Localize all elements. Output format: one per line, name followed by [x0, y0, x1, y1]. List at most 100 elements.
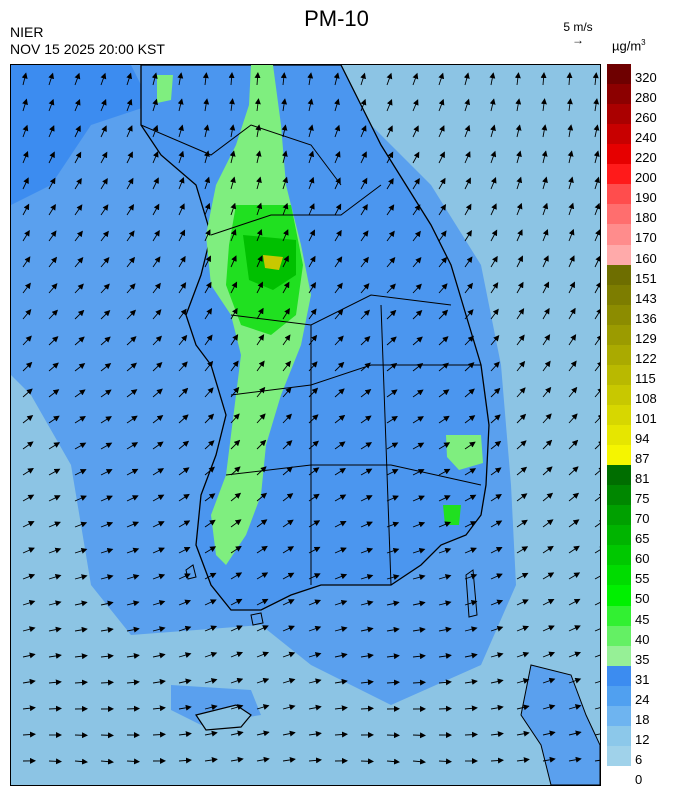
- wind-arrow: [282, 202, 289, 216]
- wind-arrow: [152, 414, 164, 424]
- wind-arrow: [308, 414, 319, 424]
- wind-arrow: [516, 572, 529, 580]
- wind-arrow: [178, 678, 192, 685]
- wind-arrow: [490, 361, 500, 372]
- wind-arrow: [256, 704, 270, 710]
- wind-arrow: [22, 309, 32, 320]
- wind-arrow: [256, 360, 265, 372]
- legend-swatch: [607, 304, 631, 326]
- wind-arrow: [594, 519, 600, 528]
- wind-arrow: [412, 72, 419, 86]
- wind-scale-label: 5 m/s: [563, 20, 593, 34]
- wind-arrow: [516, 730, 530, 737]
- wind-arrow: [516, 387, 526, 398]
- wind-arrow: [594, 733, 600, 736]
- wind-arrow: [126, 309, 136, 320]
- legend-swatch: [607, 124, 631, 145]
- wind-arrow: [386, 177, 394, 190]
- wind-arrow: [308, 704, 322, 711]
- wind-arrow: [282, 651, 296, 658]
- wind-arrow: [464, 731, 478, 738]
- legend-tick-label: 6: [635, 751, 643, 767]
- wind-arrow: [230, 255, 237, 268]
- wind-arrow: [230, 492, 242, 502]
- wind-arrow: [74, 547, 88, 554]
- wind-arrow: [438, 230, 447, 242]
- wind-arrow: [230, 439, 241, 450]
- wind-arrow: [100, 336, 111, 346]
- legend-swatch: [607, 404, 631, 426]
- wind-arrow: [204, 678, 218, 684]
- wind-arrow: [202, 72, 209, 86]
- wind-arrow: [48, 468, 61, 476]
- wind-arrow: [22, 547, 35, 554]
- wind-arrow: [281, 150, 288, 164]
- wind-arrow: [308, 203, 315, 216]
- wind-arrow: [152, 256, 161, 268]
- wind-arrow: [178, 493, 190, 502]
- wind-arrow: [568, 386, 578, 398]
- wind-arrow: [74, 309, 85, 320]
- legend-swatch: [607, 144, 631, 165]
- wind-arrow: [568, 704, 582, 710]
- legend-tick-label: 260: [635, 110, 657, 126]
- wind-arrow: [230, 704, 244, 710]
- wind-arrow: [438, 442, 451, 450]
- wind-arrow: [308, 308, 317, 320]
- wind-arrow: [412, 600, 426, 607]
- wind-arrow: [126, 177, 134, 190]
- wind-arrow: [152, 177, 159, 190]
- wind-arrow: [126, 72, 133, 86]
- wind-arrow: [490, 150, 497, 164]
- wind-arrow: [594, 493, 600, 502]
- legend-swatch: [607, 545, 631, 566]
- wind-arrow: [568, 572, 581, 580]
- wind-arrow: [464, 705, 478, 712]
- wind-arrow: [490, 599, 504, 606]
- wind-arrow: [126, 705, 140, 712]
- wind-arrow: [386, 547, 400, 554]
- wind-arrow: [438, 283, 448, 294]
- wind-arrow: [438, 758, 452, 765]
- wind-arrow: [412, 257, 422, 268]
- wind-arrow: [126, 389, 138, 398]
- wind-arrow: [542, 704, 556, 710]
- wind-arrow: [568, 651, 582, 658]
- wind-arrow: [490, 678, 504, 685]
- wind-arrow: [74, 177, 82, 190]
- wind-arrow: [438, 679, 452, 686]
- wind-arrow: [490, 176, 497, 190]
- legend-ticks: 320 280 260 240 220 200 190 180 170 160 151 143 136 1…: [635, 64, 673, 786]
- wind-arrow: [282, 519, 294, 528]
- wind-arrow: [230, 756, 244, 763]
- wind-arrow: [490, 652, 504, 659]
- wind-arrow: [490, 203, 497, 216]
- wind-arrow: [514, 72, 521, 86]
- wind-arrow: [282, 756, 296, 763]
- wind-arrow: [204, 387, 214, 398]
- wind-arrow: [542, 572, 555, 580]
- wind-arrow: [568, 730, 582, 737]
- forecast-timestamp: NOV 15 2025 20:00 KST: [10, 41, 165, 57]
- wind-arrow: [438, 336, 449, 346]
- wind-arrow: [152, 98, 158, 112]
- wind-arrow: [464, 573, 478, 580]
- wind-arrow: [360, 309, 370, 320]
- wind-arrow: [48, 705, 62, 712]
- wind-arrow: [386, 679, 400, 686]
- wind-arrow: [490, 493, 502, 502]
- wind-arrow: [204, 176, 211, 190]
- wind-arrow: [100, 283, 110, 294]
- wind-arrow: [334, 599, 348, 606]
- color-legend: [607, 64, 631, 767]
- legend-swatch: [607, 244, 631, 266]
- wind-scale: 5 m/s →: [558, 20, 598, 46]
- wind-arrow: [464, 415, 476, 424]
- wind-arrow: [177, 98, 184, 112]
- wind-arrow: [334, 256, 343, 268]
- legend-swatch: [607, 745, 631, 767]
- wind-arrow: [178, 387, 189, 398]
- wind-arrow: [386, 442, 399, 450]
- wind-arrow: [360, 98, 367, 112]
- wind-arrow: [256, 386, 266, 398]
